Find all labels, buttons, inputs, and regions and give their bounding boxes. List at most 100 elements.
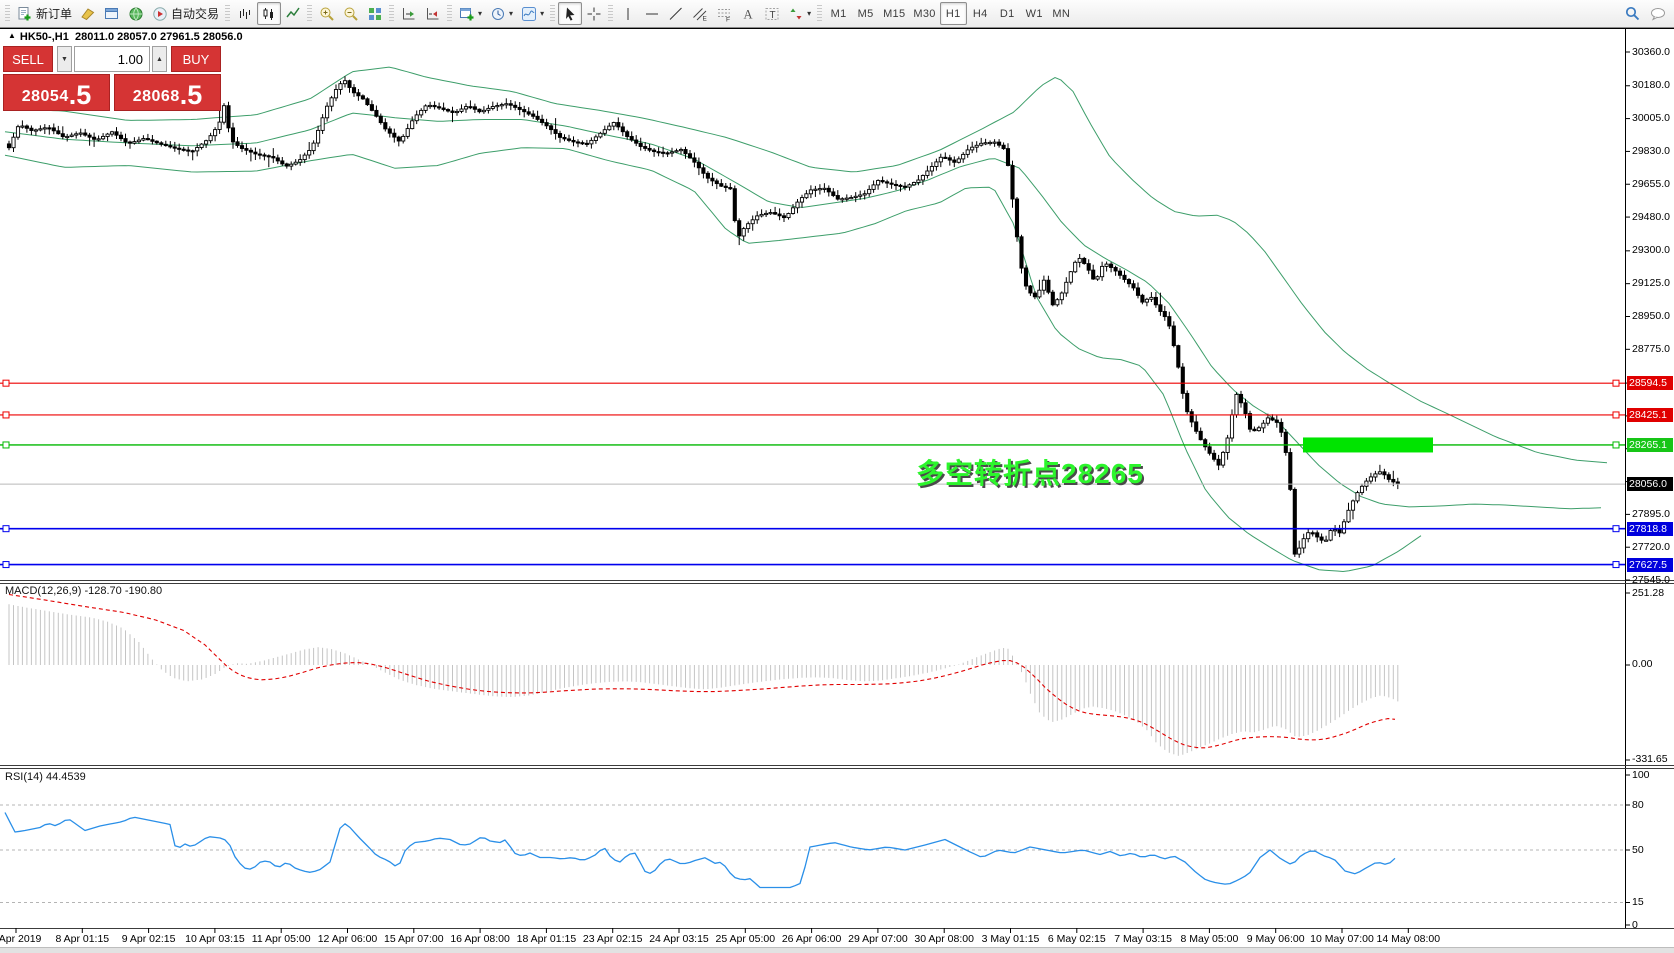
tf-h4-button-label: H4	[972, 7, 988, 20]
tf-m30-button[interactable]: M30	[909, 2, 939, 25]
search-button[interactable]	[1620, 2, 1645, 25]
new-chart-button[interactable]: ▾	[455, 2, 486, 25]
chart-text-annotation[interactable]: 多空转折点28265	[916, 458, 1144, 489]
trendline-button[interactable]	[664, 2, 688, 25]
cursor-button[interactable]	[558, 2, 583, 25]
autotrading-button[interactable]: 自动交易	[148, 2, 223, 25]
arrows-button[interactable]: ▾	[784, 2, 815, 25]
zoom-out-icon	[343, 6, 359, 22]
search-icon	[1624, 5, 1641, 22]
window-icon	[104, 6, 120, 22]
text-label-button[interactable]: T	[760, 2, 784, 25]
toolbar-group-grip	[608, 4, 614, 23]
fibonacci-button[interactable]: F	[712, 2, 736, 25]
clock-icon	[490, 6, 506, 22]
data-window-button[interactable]	[100, 2, 124, 25]
doc-plus-icon	[17, 6, 33, 22]
indicator-icon	[521, 6, 537, 22]
volume-decrease-button[interactable]: ▼	[57, 46, 72, 72]
toolbar-group-grip	[389, 4, 395, 23]
sell-price-frac: .5	[68, 80, 92, 110]
volume-input[interactable]: 1.00	[74, 46, 150, 72]
tf-w1-button-label: W1	[1025, 7, 1043, 20]
line-chart-button[interactable]	[281, 2, 305, 25]
tf-h1-button[interactable]: H1	[939, 2, 967, 25]
tf-m15-button[interactable]: M15	[879, 2, 909, 25]
autotrading-button-label: 自动交易	[171, 7, 220, 21]
market-watch-button[interactable]	[76, 2, 100, 25]
rsi-name: RSI(14)	[5, 771, 43, 783]
svg-text:F: F	[726, 16, 730, 22]
sell-price-box[interactable]: 28054.5	[3, 74, 110, 111]
macd-name: MACD(12,26,9)	[5, 585, 82, 597]
auto-scroll-button[interactable]	[397, 2, 421, 25]
macd-values: -128.70 -190.80	[84, 585, 163, 597]
tf-w1-button[interactable]: W1	[1021, 2, 1048, 25]
tf-d1-button[interactable]: D1	[994, 2, 1021, 25]
highlight-rectangle[interactable]	[1303, 437, 1433, 453]
svg-text:E: E	[703, 15, 708, 22]
macd-panel[interactable]	[8, 593, 1399, 756]
sell-price-main: 28054	[21, 88, 69, 105]
volume-increase-button[interactable]: ▲	[152, 46, 167, 72]
zoom-in-button[interactable]	[315, 2, 339, 25]
globe-icon	[128, 6, 144, 22]
horizontal-line-27818.8[interactable]	[0, 525, 1625, 533]
tf-h4-button[interactable]: H4	[967, 2, 994, 25]
rsi-value: 44.4539	[45, 771, 86, 783]
collapse-triangle-icon[interactable]: ▲	[8, 31, 16, 40]
equidistant-channel-button[interactable]: E	[688, 2, 712, 25]
vline-icon	[620, 6, 636, 22]
tf-m1-button[interactable]: M1	[825, 2, 852, 25]
tf-m5-button-label: M5	[857, 7, 874, 20]
tf-m5-button[interactable]: M5	[852, 2, 879, 25]
tf-m30-button-label: M30	[913, 7, 936, 20]
chevron-down-icon[interactable]: ▾	[478, 8, 483, 18]
one-click-trade-panel: SELL ▼ 1.00 ▲ BUY 28054.5 28068.5	[3, 46, 221, 111]
chevron-down-icon[interactable]: ▾	[540, 8, 545, 18]
indicators-button[interactable]: ▾	[517, 2, 548, 25]
navigator-button[interactable]	[124, 2, 148, 25]
chevron-down-icon[interactable]: ▾	[509, 8, 514, 18]
tile-windows-button[interactable]	[363, 2, 387, 25]
autotrade-icon	[152, 6, 168, 22]
tf-m15-button-label: M15	[883, 7, 906, 20]
chart-shift-button[interactable]	[421, 2, 445, 25]
svg-text:T: T	[770, 10, 776, 21]
channel-icon: E	[692, 6, 708, 22]
zoom-in-icon	[319, 6, 335, 22]
candlestick-chart-button[interactable]	[257, 2, 282, 25]
new-order-button[interactable]: 新订单	[13, 2, 76, 25]
text-button[interactable]: A	[736, 2, 760, 25]
newchart-icon	[459, 6, 475, 22]
toolbar-group-grip	[817, 4, 823, 23]
rsi-indicator-title: RSI(14) 44.4539	[5, 771, 86, 783]
buy-price-box[interactable]: 28068.5	[114, 74, 221, 111]
textT-icon: T	[764, 6, 780, 22]
rsi-panel[interactable]	[0, 804, 1625, 903]
tf-h1-button-label: H1	[945, 7, 961, 20]
toolbar-group-grip	[225, 4, 231, 23]
tf-mn-button-label: MN	[1052, 7, 1071, 20]
horizontal-line-27627.5[interactable]	[0, 561, 1625, 569]
toolbar-group-grip	[447, 4, 453, 23]
bar-chart-button[interactable]	[233, 2, 257, 25]
toolbar: 新订单 自动交易 ▾ ▾ ▾ E F A T ▾ M1 M5 M15 M30 H1 H4 D1 W1 MN	[0, 0, 1674, 28]
horizontal-line-button[interactable]	[640, 2, 664, 25]
horizontal-line-28594.5[interactable]	[0, 379, 1625, 387]
profiles-button[interactable]: ▾	[486, 2, 517, 25]
chevron-down-icon[interactable]: ▾	[807, 8, 812, 18]
tf-mn-button[interactable]: MN	[1048, 2, 1075, 25]
buy-button[interactable]: BUY	[171, 46, 221, 72]
rsi-line	[4, 812, 1396, 889]
sell-button[interactable]: SELL	[3, 46, 53, 72]
horizontal-line-28425.1[interactable]	[0, 411, 1625, 419]
vertical-line-button[interactable]	[616, 2, 640, 25]
zoom-out-button[interactable]	[339, 2, 363, 25]
crosshair-button[interactable]	[582, 2, 606, 25]
linechart-icon	[285, 6, 301, 22]
chat-button[interactable]	[1645, 2, 1671, 25]
main-price-panel[interactable]	[4, 66, 1608, 573]
